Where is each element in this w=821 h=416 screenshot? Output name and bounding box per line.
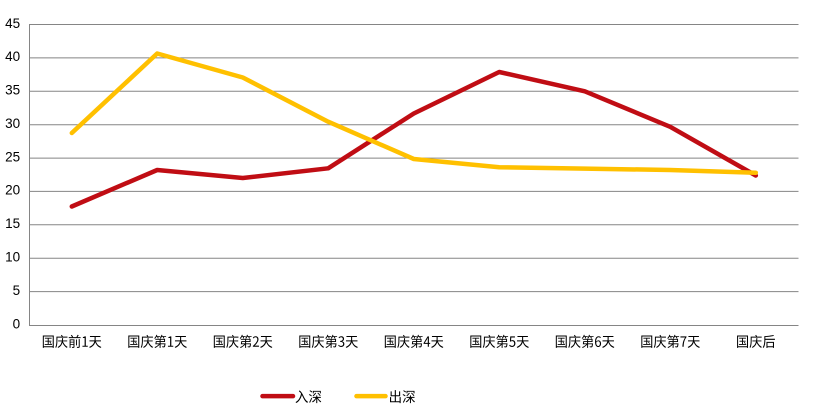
svg-text:0: 0	[13, 316, 21, 331]
svg-text:15: 15	[5, 216, 20, 231]
svg-text:35: 35	[5, 83, 20, 98]
svg-text:25: 25	[5, 149, 20, 164]
svg-text:5: 5	[13, 283, 21, 298]
svg-text:10: 10	[5, 250, 20, 265]
svg-text:45: 45	[5, 16, 20, 31]
svg-text:30: 30	[5, 116, 20, 131]
svg-text:40: 40	[5, 49, 20, 64]
svg-text:20: 20	[5, 183, 20, 198]
